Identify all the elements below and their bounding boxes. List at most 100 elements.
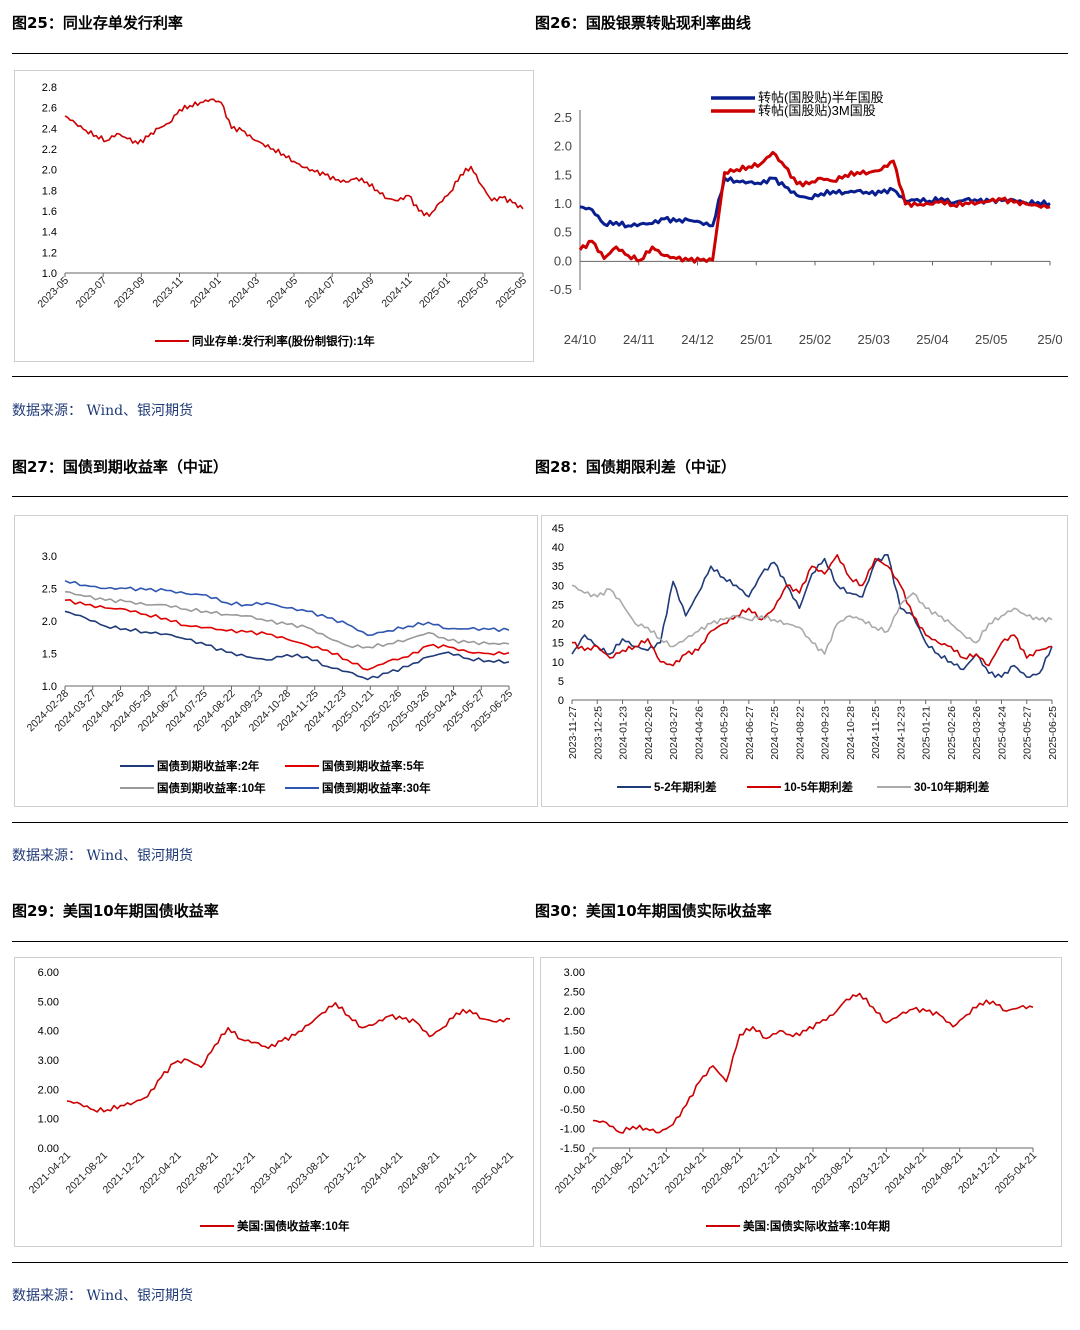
fig28-xtick-label: 2024-12-23	[895, 706, 907, 760]
fig25-legend-label: 同业存单:发行利率(股份制银行):1年	[192, 334, 375, 348]
fig25-ytick-label: 2.6	[42, 103, 57, 115]
fig25-xtick-label: 2025-03	[455, 275, 491, 311]
fig27-series-line	[64, 599, 510, 671]
fig26-ytick-label: 2.5	[554, 110, 572, 125]
fig28-xtick-label: 2023-11-27	[567, 706, 579, 759]
fig30-ytick-label: -1.50	[560, 1143, 585, 1155]
fig27-series-line	[64, 610, 510, 681]
fig28-xtick-label: 2024-10-28	[845, 706, 857, 760]
fig28-panel: 45 40 35 30 25 20 15 10 5 0 2023-11-27 2023-12-25 20…	[541, 515, 1068, 807]
fig27-ytick-label: 2.5	[42, 584, 57, 596]
fig28-xtick-label: 2024-04-26	[693, 706, 705, 760]
fig29-ytick-label: 4.00	[38, 1026, 59, 1038]
fig28-xtick-label: 2024-03-27	[668, 706, 680, 760]
fig29-chart: 6.005.004.003.002.001.000.002021-04-2120…	[27, 967, 517, 1233]
fig26-xtick-label: 25/03	[857, 332, 890, 347]
fig28-ytick-label: 40	[552, 542, 564, 554]
fig26-legend-label: 转帖(国股贴)3M国股	[758, 103, 876, 118]
fig25-ytick-label: 1.0	[42, 268, 57, 280]
fig28-title: 图28：国债期限利差（中证）	[535, 458, 736, 476]
fig27-series-line	[64, 590, 510, 649]
fig29-ytick-label: 6.00	[38, 967, 59, 979]
fig26-ytick-label: 0.5	[554, 225, 572, 240]
fig30-ytick-label: 1.00	[564, 1045, 585, 1057]
fig28-xtick-label: 2024-08-22	[794, 706, 806, 760]
fig27-legend-label: 国债到期收益率:10年	[157, 781, 266, 795]
fig27-chart: 3.02.52.01.51.02024-02-282024-03-272024-…	[25, 551, 516, 795]
fig26-chart: 2.5 2.0 1.5 1.0 0.5 0.0 -0.5 24/10 24/11 24/12 25/…	[550, 90, 1063, 347]
fig28-xtick-label: 2024-06-27	[744, 706, 756, 760]
section2-top-rule	[12, 496, 1068, 497]
fig28-xtick-label: 2025-01-21	[921, 706, 933, 760]
fig27-ytick-label: 1.0	[42, 681, 57, 693]
fig30-ytick-label: 3.00	[564, 967, 585, 979]
fig28-xtick-label: 2024-07-25	[769, 706, 781, 760]
fig25-xtick-label: 2024-05	[264, 275, 300, 311]
fig26-title: 图26：国股银票转贴现利率曲线	[535, 14, 751, 32]
fig25-xtick-label: 2025-05	[493, 275, 529, 311]
fig28-xtick-label: 2025-03-26	[971, 706, 983, 760]
fig28-ytick-label: 30	[552, 580, 564, 592]
fig28-xtick-label: 2024-02-26	[643, 706, 655, 760]
section2-bottom-rule	[12, 822, 1068, 823]
fig26-ytick-label: 1.5	[554, 167, 572, 182]
fig26-panel: 2.5 2.0 1.5 1.0 0.5 0.0 -0.5 24/10 24/11 24/12 25/…	[536, 70, 1068, 362]
fig25-ytick-label: 1.8	[42, 185, 57, 197]
fig25-xtick-label: 2024-01	[188, 275, 224, 311]
fig29-title: 图29：美国10年期国债收益率	[12, 902, 219, 920]
fig28-xtick-label: 2025-06-25	[1047, 706, 1059, 760]
fig28-xtick-label: 2025-02-26	[946, 706, 958, 760]
fig30-legend-label: 美国:国债实际收益率:10年期	[743, 1219, 890, 1233]
fig28-series-line	[571, 584, 1053, 655]
fig26-xtick-label: 25/0	[1037, 332, 1062, 347]
fig27-panel: 3.0 2.5 2.0 1.5 1.0 2024-02-28 2024-03-27 2024-…	[14, 515, 538, 807]
fig27-title: 图27：国债到期收益率（中证）	[12, 458, 228, 476]
fig27-legend-label: 国债到期收益率:5年	[322, 759, 425, 773]
fig26-xtick-label: 24/11	[623, 332, 655, 347]
fig28-ytick-label: 20	[552, 619, 564, 631]
fig25-ytick-label: 1.4	[42, 227, 57, 239]
fig27-ytick-label: 3.0	[42, 551, 57, 563]
fig30-ytick-label: 1.50	[564, 1026, 585, 1038]
fig28-legend-label: 10-5年期利差	[784, 780, 854, 794]
fig25-ytick-label: 2.4	[42, 123, 57, 135]
fig25-ytick-label: 2.0	[42, 165, 57, 177]
fig28-xtick-label: 2024-11-25	[870, 706, 882, 759]
fig25-ytick-label: 1.2	[42, 247, 57, 259]
fig26-xtick-label: 25/02	[799, 332, 832, 347]
fig26-ytick-label: 0.0	[554, 253, 572, 268]
fig26-ytick-label: 2.0	[554, 139, 572, 154]
fig30-chart: 3.00 2.50 2.00 1.50 1.00 0.50 0.00 -0.50 -1.00 -1…	[553, 967, 1040, 1233]
fig25-xtick-label: 2023-09	[112, 275, 148, 311]
fig28-ytick-label: 0	[558, 695, 564, 707]
fig25-xtick-label: 2023-07	[74, 275, 110, 311]
fig26-xtick-label: 25/05	[975, 332, 1008, 347]
fig26-xtick-label: 24/10	[564, 332, 597, 347]
fig30-ytick-label: 2.50	[564, 987, 585, 999]
fig28-xtick-label: 2024-09-23	[820, 706, 832, 760]
fig30-ytick-label: 0.00	[564, 1084, 585, 1096]
fig28-xtick-label: 2024-01-23	[618, 706, 630, 760]
section3-source: 数据来源： Wind、银河期货	[12, 1288, 194, 1304]
fig25-xtick-label: 2024-03	[226, 275, 262, 311]
fig25-xtick-label: 2024-09	[341, 275, 377, 311]
fig29-ytick-label: 3.00	[38, 1055, 59, 1067]
fig28-xtick-label: 2023-12-25	[592, 706, 604, 760]
section3-bottom-rule	[12, 1262, 1068, 1263]
fig30-panel: 3.00 2.50 2.00 1.50 1.00 0.50 0.00 -0.50 -1.00 -1…	[540, 957, 1062, 1247]
section1-source: 数据来源： Wind、银河期货	[12, 403, 194, 419]
fig30-ytick-label: -1.00	[560, 1123, 585, 1135]
fig30-ytick-label: 0.50	[564, 1065, 585, 1077]
fig25-xtick-label: 2023-11	[150, 275, 185, 310]
fig28-ytick-label: 35	[552, 561, 564, 573]
section2-source: 数据来源： Wind、银河期货	[12, 848, 194, 864]
fig28-legend-label: 30-10年期利差	[914, 780, 990, 794]
fig27-ytick-label: 1.5	[42, 649, 57, 661]
fig27-legend-label: 国债到期收益率:30年	[322, 781, 431, 795]
fig26-xtick-label: 24/12	[681, 332, 714, 347]
fig30-ytick-label: 2.00	[564, 1006, 585, 1018]
fig26-ytick-label: -0.5	[550, 282, 572, 297]
fig25-panel: 2.8 2.6 2.4 2.2 2.0 1.8 1.6 1.4 1.2 1.0 2023-05 202…	[14, 70, 534, 362]
fig26-ytick-label: 1.0	[554, 196, 572, 211]
